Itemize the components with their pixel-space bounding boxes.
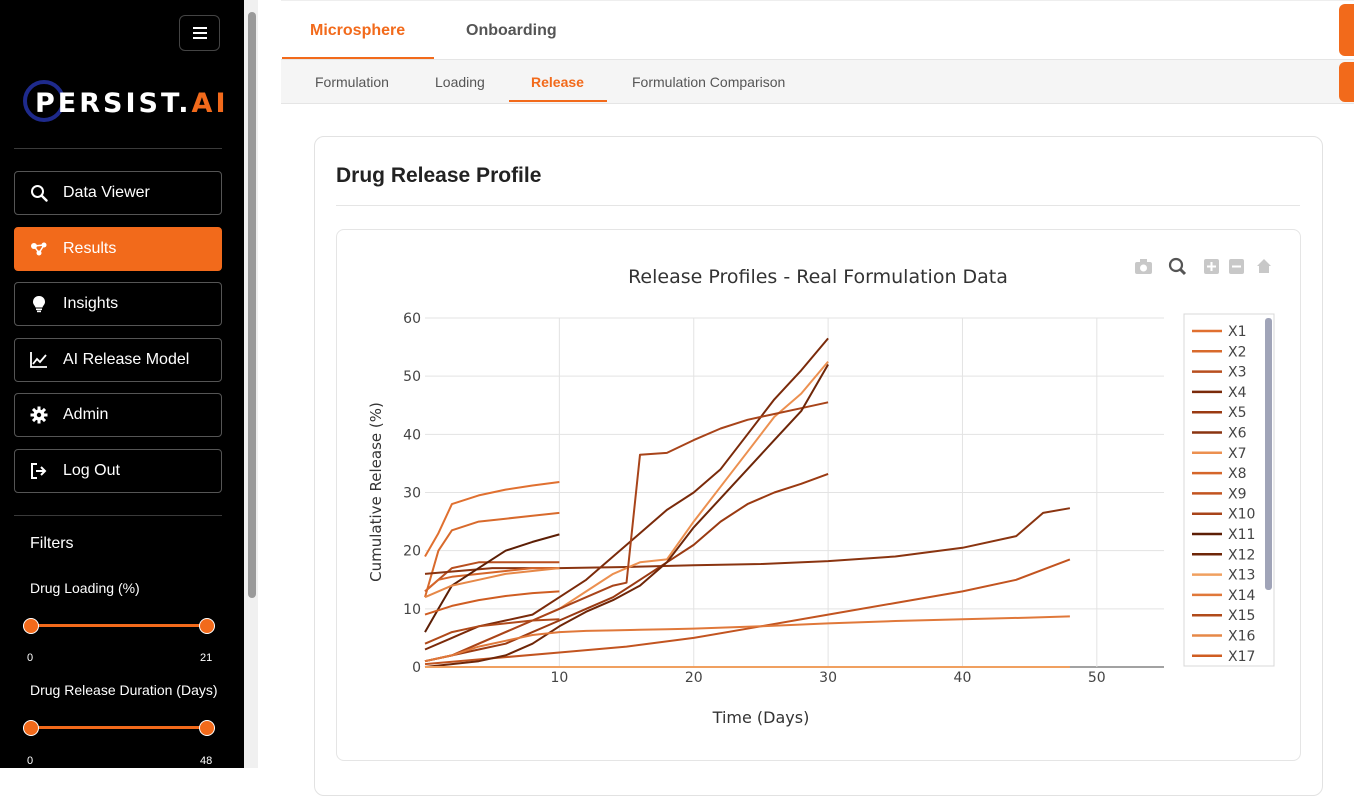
slider-min-handle[interactable] xyxy=(23,720,39,736)
nav-results-button[interactable]: Results xyxy=(14,227,222,271)
nav-label: Data Viewer xyxy=(63,184,150,201)
brand-accent: AI xyxy=(191,87,229,119)
card-title: Drug Release Profile xyxy=(336,164,542,187)
nav-admin-button[interactable]: Admin xyxy=(14,393,222,437)
edge-tab-marker xyxy=(1339,62,1354,102)
nav-label: Results xyxy=(63,240,117,257)
tab-loading[interactable]: Loading xyxy=(435,74,485,90)
zoom-in-icon[interactable] xyxy=(1204,259,1219,274)
slider-min-value: 0 xyxy=(27,755,34,767)
secondary-tabs xyxy=(281,60,1354,104)
filters-title: Filters xyxy=(30,535,74,552)
slider-track xyxy=(30,624,206,627)
nav-label: Admin xyxy=(63,406,109,423)
home-icon[interactable] xyxy=(1257,259,1271,273)
logo-ring-icon xyxy=(23,80,65,122)
slider-max-value: 48 xyxy=(200,755,213,767)
chart-container xyxy=(336,229,1301,761)
sidebar: PERSIST.AI Data Viewer Results Insights … xyxy=(0,0,244,768)
nav-data-viewer-button[interactable]: Data Viewer xyxy=(14,171,222,215)
gear-icon xyxy=(29,405,49,425)
nav-insights-button[interactable]: Insights xyxy=(14,282,222,326)
slider-max-handle[interactable] xyxy=(199,618,215,634)
drug-release-duration-slider[interactable] xyxy=(23,720,215,736)
tab-formulation-comparison[interactable]: Formulation Comparison xyxy=(632,74,786,90)
sidebar-scrollbar-thumb[interactable] xyxy=(248,12,256,598)
slider-track xyxy=(30,726,206,729)
sidebar-divider xyxy=(14,515,222,516)
brand-logo: PERSIST.AI xyxy=(22,80,226,128)
menu-toggle-button[interactable] xyxy=(179,15,220,51)
card-divider xyxy=(336,205,1300,206)
drug-loading-label: Drug Loading (%) xyxy=(30,580,140,596)
slider-max-handle[interactable] xyxy=(199,720,215,736)
nav-label: AI Release Model xyxy=(63,351,190,368)
drug-loading-slider[interactable] xyxy=(23,618,215,634)
brand-name: PERSIST. xyxy=(35,87,192,119)
active-tab-indicator xyxy=(282,57,434,59)
nav-logout-button[interactable]: Log Out xyxy=(14,449,222,493)
tab-formulation[interactable]: Formulation xyxy=(315,74,389,90)
slider-min-handle[interactable] xyxy=(23,618,39,634)
molecule-icon xyxy=(29,239,49,259)
slider-max-value: 21 xyxy=(200,652,213,664)
tab-microsphere[interactable]: Microsphere xyxy=(310,22,406,39)
line-chart-icon xyxy=(29,350,49,370)
zoom-icon[interactable] xyxy=(1168,257,1187,276)
zoom-out-icon[interactable] xyxy=(1229,259,1244,274)
sidebar-divider xyxy=(14,148,222,149)
drug-release-duration-label: Drug Release Duration (Days) xyxy=(30,682,218,698)
nav-ai-release-model-button[interactable]: AI Release Model xyxy=(14,338,222,382)
hamburger-icon xyxy=(192,27,207,39)
tab-onboarding[interactable]: Onboarding xyxy=(466,22,557,39)
edge-tab-marker xyxy=(1339,4,1354,56)
active-subtab-indicator xyxy=(509,100,607,102)
primary-tabs xyxy=(281,0,1354,60)
camera-icon[interactable] xyxy=(1135,259,1152,274)
nav-label: Insights xyxy=(63,295,119,312)
logout-icon xyxy=(29,461,49,481)
nav-label: Log Out xyxy=(63,462,120,479)
legend-scrollbar[interactable] xyxy=(1265,318,1272,590)
search-icon xyxy=(29,183,49,203)
slider-min-value: 0 xyxy=(27,652,34,664)
tab-release[interactable]: Release xyxy=(531,74,584,90)
lightbulb-icon xyxy=(29,294,49,314)
